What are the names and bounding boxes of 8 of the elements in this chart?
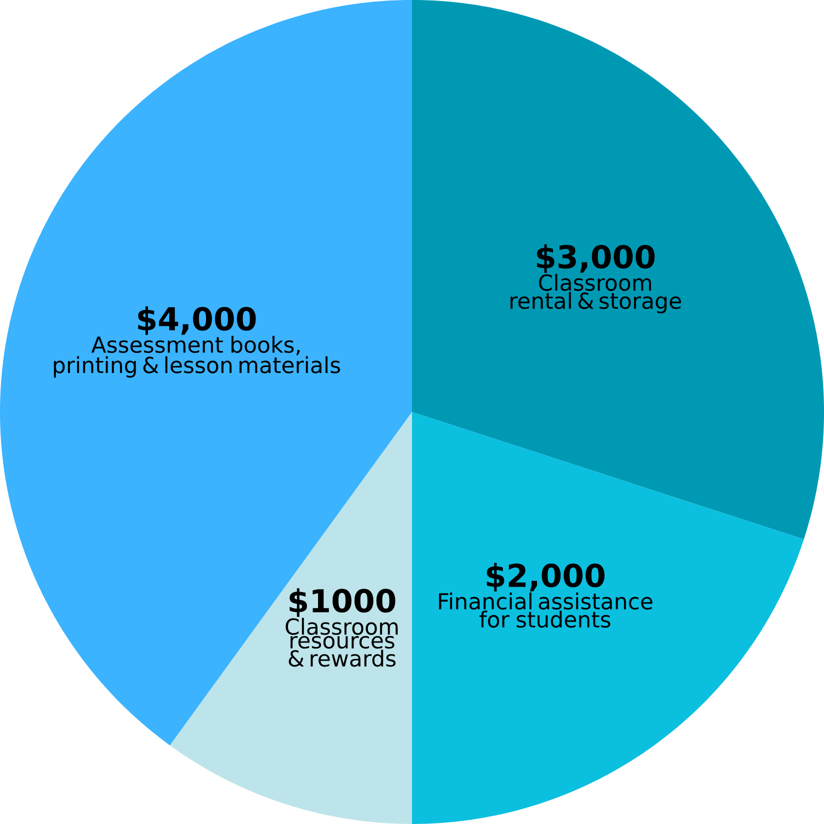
data-label: $1000 (290, 588, 396, 617)
data-label: $2,000 (486, 562, 604, 592)
data-label: $3,000 (537, 244, 655, 273)
slice-label: Assessment books, printing & lesson materials (54, 336, 340, 378)
slice-label: Financial assistance for students (439, 592, 652, 628)
slice-label: Classroom resources & rewards (286, 618, 398, 667)
slice-label: Classroom rental & storage (510, 274, 681, 314)
data-label: $4,000 (138, 306, 256, 335)
